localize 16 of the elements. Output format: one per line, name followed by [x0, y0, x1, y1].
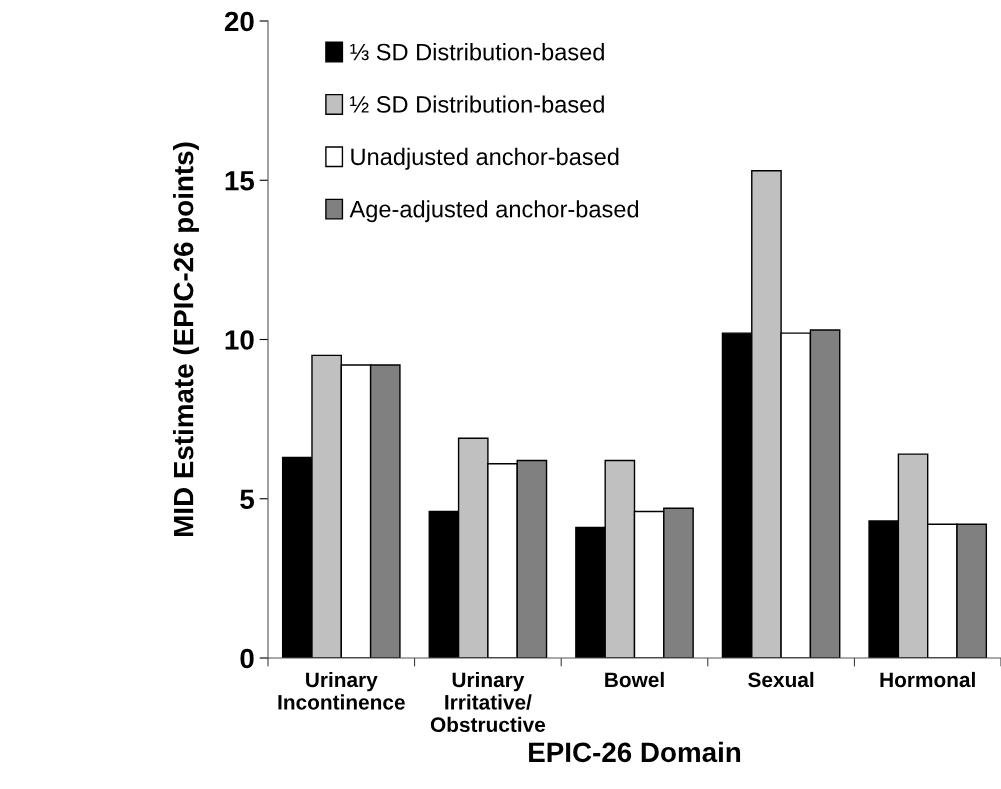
y-tick-label: 10 [225, 330, 254, 350]
x-tick-label: Bowel [605, 671, 664, 688]
y-axis-title: MID Estimate (EPIC-26 points) [173, 142, 199, 536]
y-tick-label: 15 [225, 171, 255, 191]
legend-label: Unadjusted anchor-based [351, 147, 619, 170]
x-tick-label: Hormonal [880, 671, 975, 688]
y-tick-label: 20 [224, 11, 254, 32]
legend-label: ½ SD Distribution-based [350, 95, 604, 113]
legend-label: ⅓ SD Distribution-based [350, 43, 604, 61]
x-tick-label: Urinary Incontinence [278, 671, 405, 710]
x-tick-label: Urinary Irritative/ Obstructive [430, 671, 546, 733]
y-tick-label: 5 [240, 489, 255, 510]
legend-label: Age-adjusted anchor-based [349, 200, 639, 223]
y-tick-label: 0 [240, 648, 254, 669]
x-axis-title: EPIC-26 Domain [529, 741, 741, 763]
x-tick-label: Sexual [748, 671, 814, 688]
